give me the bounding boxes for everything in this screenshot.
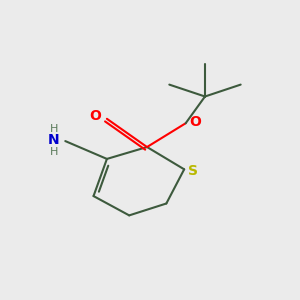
Text: O: O <box>89 110 101 123</box>
Text: N: N <box>48 134 60 148</box>
Text: O: O <box>189 115 201 129</box>
Text: H: H <box>50 124 58 134</box>
Text: H: H <box>50 147 58 158</box>
Text: S: S <box>188 164 197 178</box>
